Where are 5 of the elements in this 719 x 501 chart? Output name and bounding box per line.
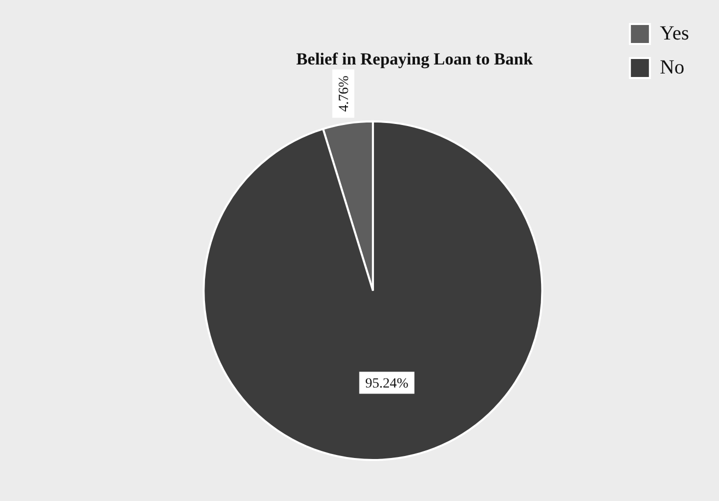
legend-label: Yes — [660, 22, 690, 44]
data-label: 95.24% — [365, 376, 409, 392]
data-label: 4.76% — [336, 75, 352, 112]
legend-label: No — [660, 56, 684, 78]
text: Belief in Repaying Loan to Bank — [296, 50, 534, 69]
